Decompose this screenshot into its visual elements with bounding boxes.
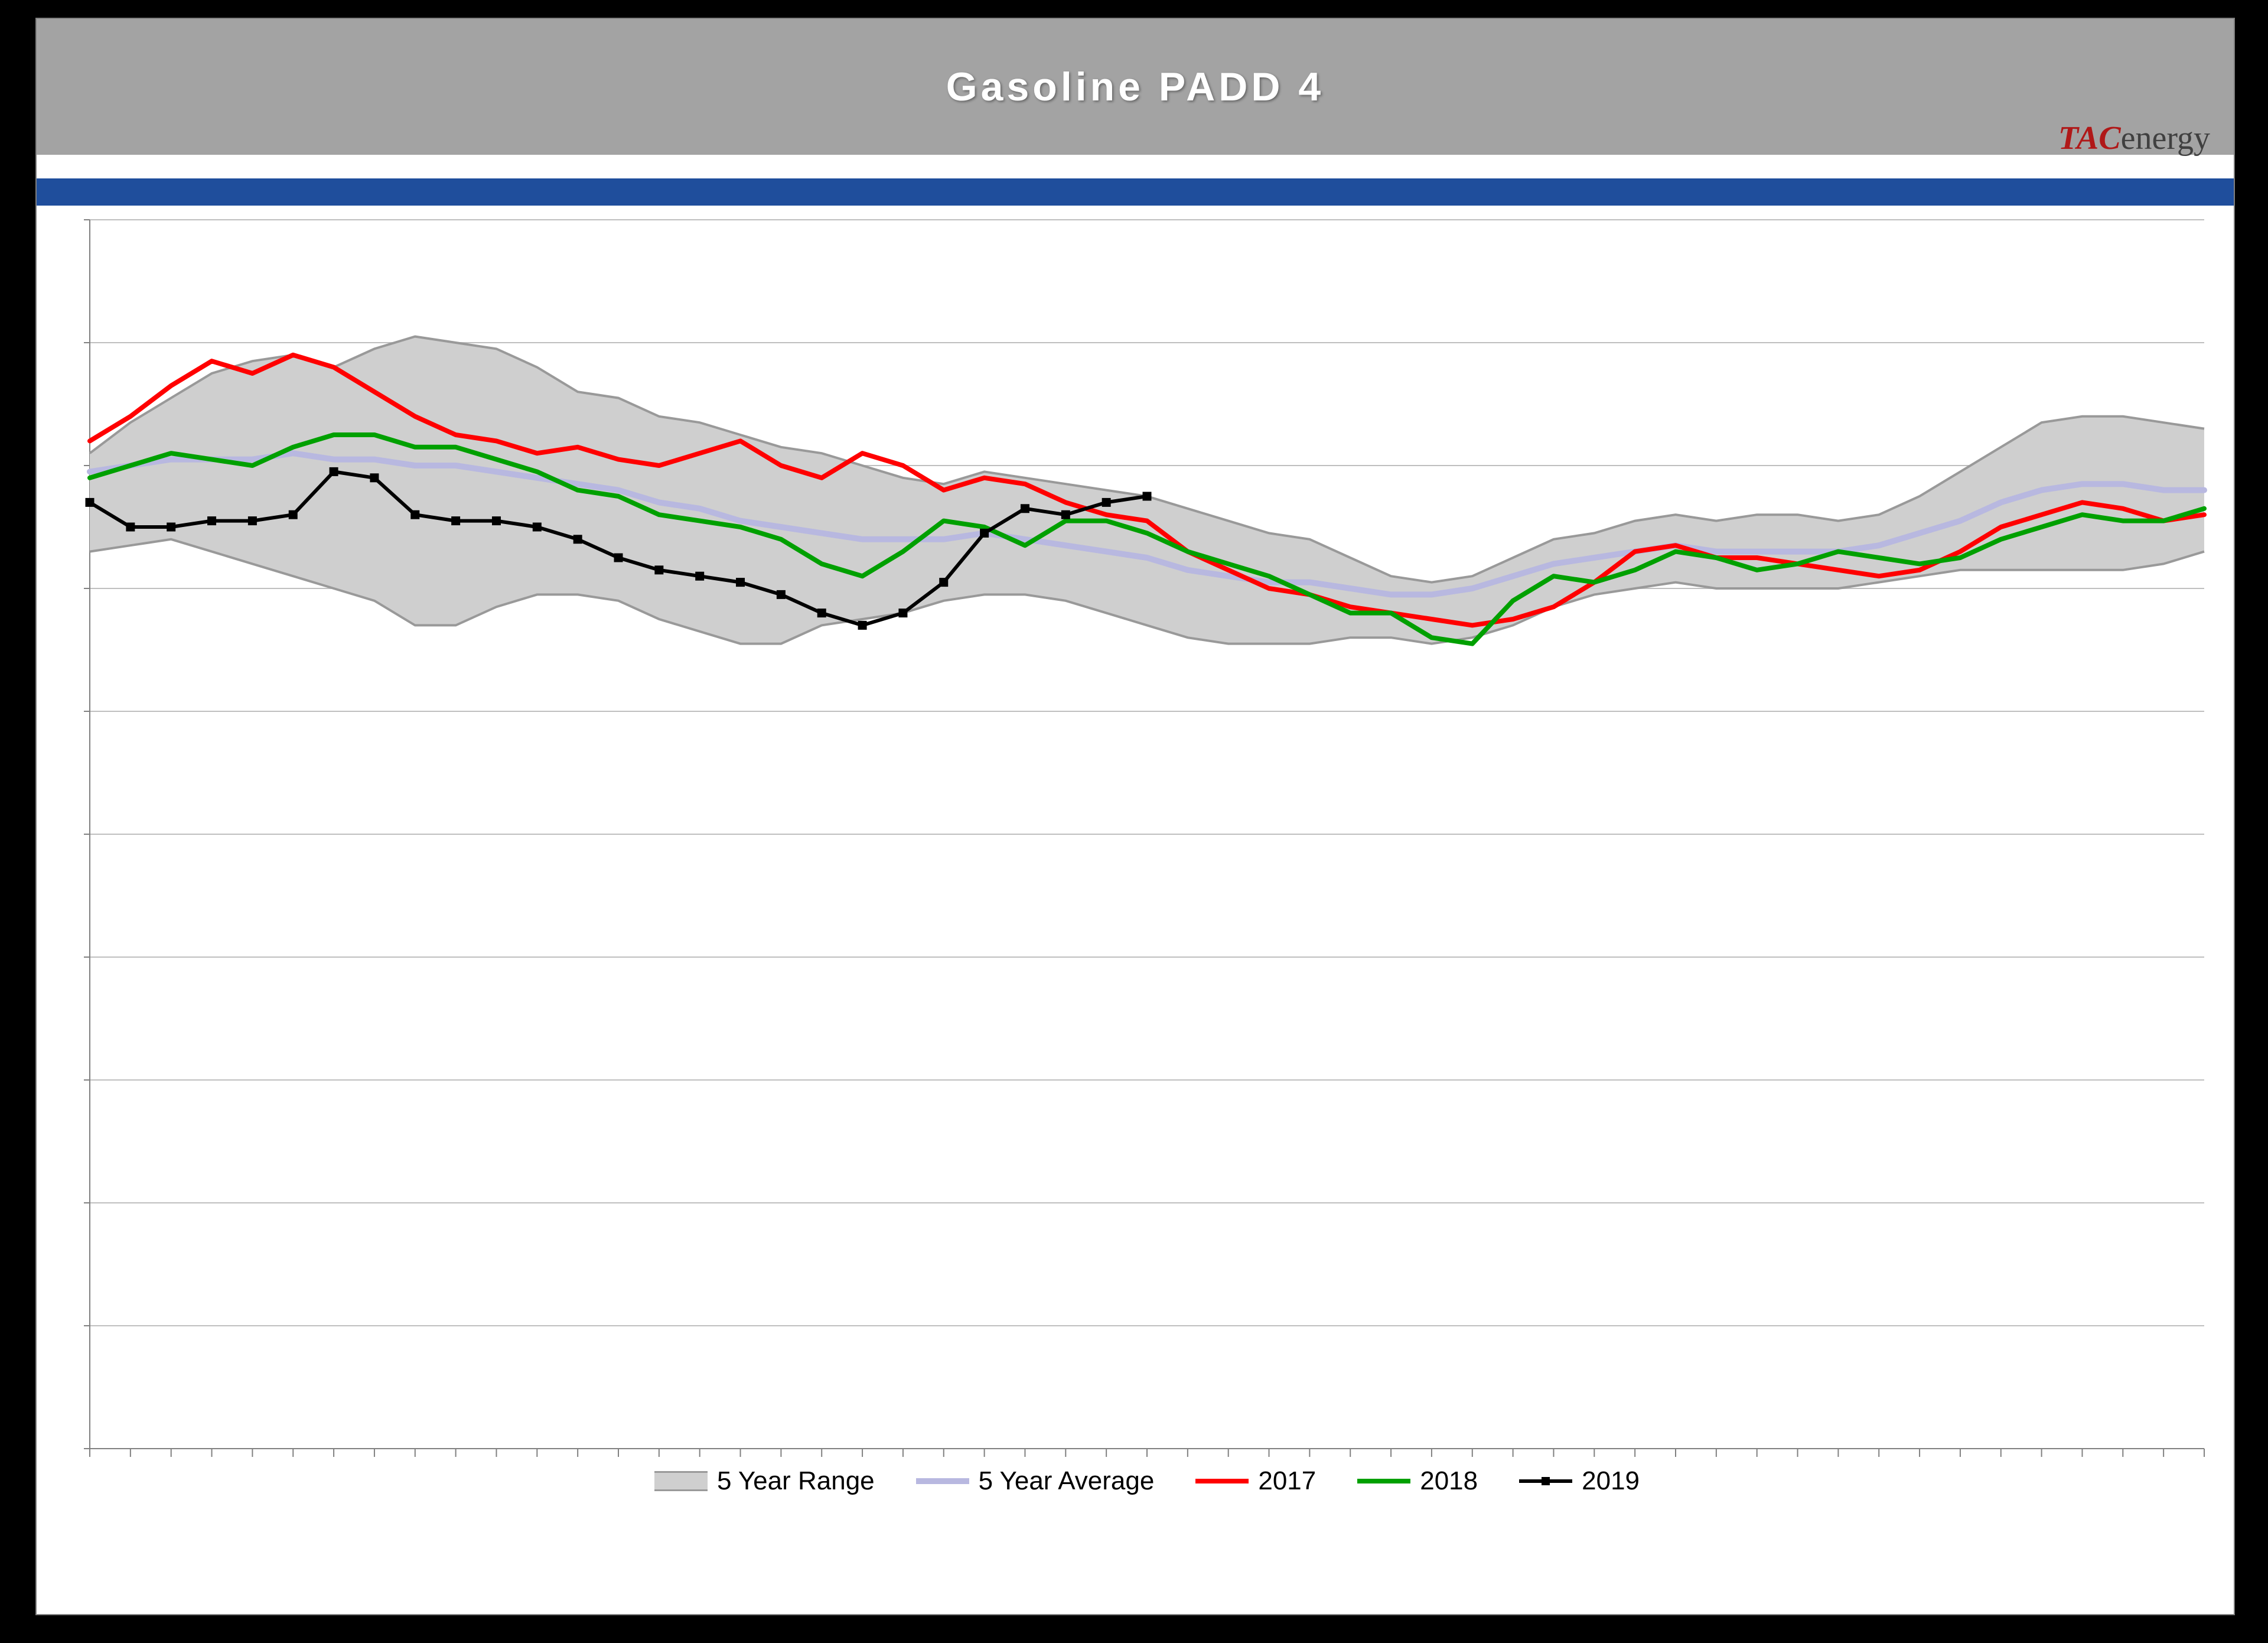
legend-label-average: 5 Year Average [979, 1466, 1155, 1496]
legend-label-range: 5 Year Range [717, 1466, 875, 1496]
legend-label-2017: 2017 [1258, 1466, 1316, 1496]
legend-line-2018 [1357, 1479, 1410, 1483]
title-band: Gasoline PADD 4 TACenergy [37, 19, 2234, 155]
legend-label-2019: 2019 [1582, 1466, 1640, 1496]
chart-title: Gasoline PADD 4 [946, 64, 1324, 110]
legend-line-2017 [1195, 1479, 1249, 1483]
brand-logo: TACenergy [2058, 119, 2210, 157]
blue-accent-band [37, 177, 2234, 207]
legend-item-2017: 2017 [1195, 1466, 1316, 1496]
legend-label-2018: 2018 [1420, 1466, 1478, 1496]
legend-item-2018: 2018 [1357, 1466, 1478, 1496]
legend-item-range: 5 Year Range [654, 1466, 875, 1496]
logo-energy: energy [2121, 120, 2210, 157]
legend-item-average: 5 Year Average [916, 1466, 1155, 1496]
logo-tac: TAC [2058, 120, 2121, 157]
chart-svg [84, 214, 2210, 1520]
legend-line-average [916, 1478, 969, 1484]
legend-line-2019 [1519, 1477, 1572, 1485]
legend-item-2019: 2019 [1519, 1466, 1640, 1496]
chart-container: Gasoline PADD 4 TACenergy 5 Year Range 5… [35, 18, 2235, 1615]
legend: 5 Year Range 5 Year Average 2017 2018 20… [84, 1466, 2210, 1496]
plot-area [84, 214, 2210, 1520]
legend-swatch-range [654, 1471, 708, 1491]
